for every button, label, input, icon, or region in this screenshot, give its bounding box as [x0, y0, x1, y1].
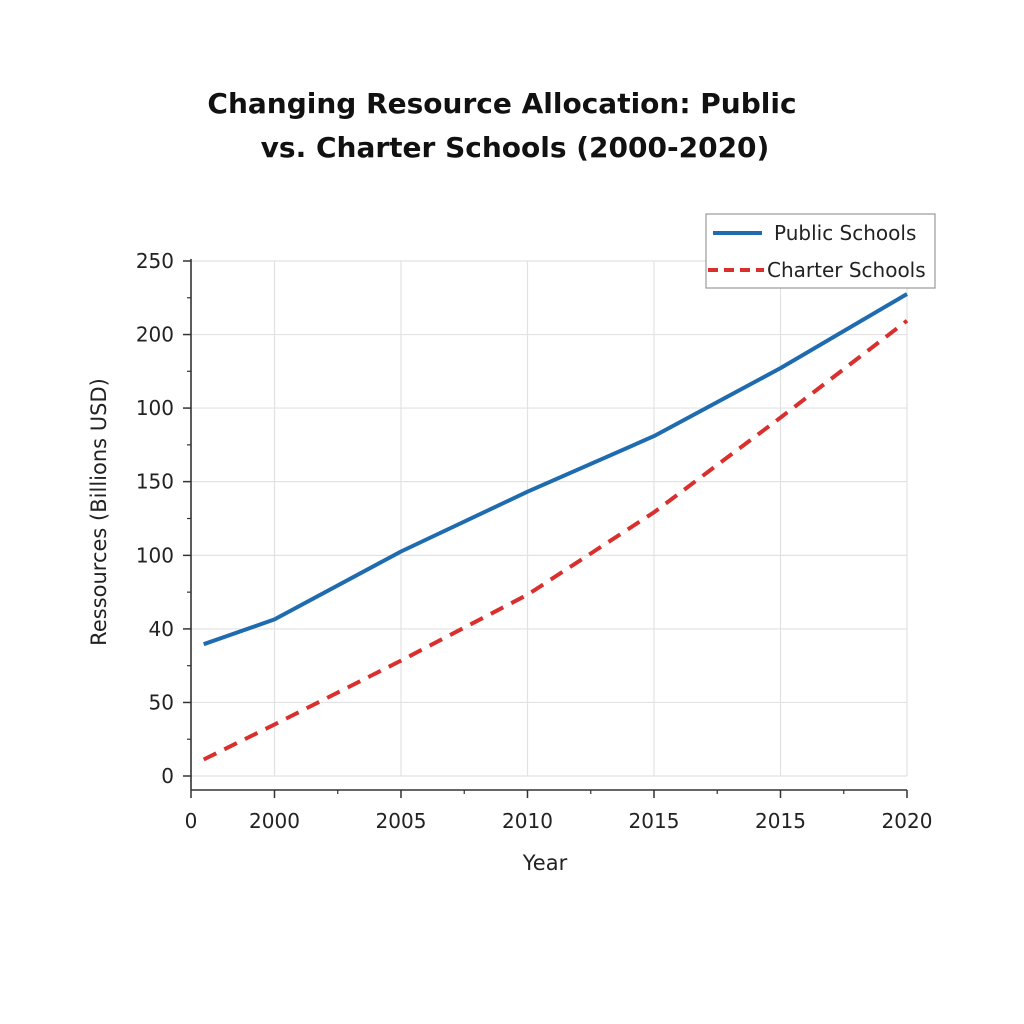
y-tick-label: 200 — [136, 323, 174, 347]
series-line-charter-schools — [202, 319, 909, 762]
x-axis-label: Year — [522, 851, 568, 875]
y-axis-ticks: 0 50 40 100 150 100 200 250 — [136, 249, 191, 788]
y-tick-label: 0 — [161, 764, 174, 788]
y-axis-label: Ressources (Billions USD) — [87, 378, 111, 646]
y-tick-label: 50 — [149, 690, 174, 714]
series-line-public-schools — [203, 292, 909, 647]
legend-box — [705, 213, 936, 289]
x-tick-label: 2010 — [502, 809, 553, 833]
x-tick-label: 0 — [185, 809, 198, 833]
y-tick-label: 150 — [136, 470, 174, 494]
legend-label-charter-schools: Charter Schools — [767, 258, 926, 282]
legend: Public Schools Charter Schools — [705, 213, 936, 289]
x-tick-label: 2015 — [629, 809, 680, 833]
chart-title-line-1: Changing Resource Allocation: Public — [207, 87, 797, 120]
y-tick-label: 100 — [136, 396, 174, 420]
series-lines — [202, 292, 909, 762]
legend-label-public-schools: Public Schools — [774, 221, 916, 245]
chart-title: Changing Resource Allocation: Public vs.… — [0, 82, 1004, 170]
y-tick-label: 100 — [136, 543, 174, 567]
x-tick-label: 2005 — [376, 809, 427, 833]
x-tick-label: 2015 — [755, 809, 806, 833]
x-tick-label: 2020 — [882, 809, 933, 833]
y-tick-label: 40 — [149, 617, 174, 641]
y-tick-label: 250 — [136, 249, 174, 273]
x-axis-ticks: 0 2000 2005 2010 2015 2015 2020 — [185, 790, 933, 833]
chart-title-line-2: vs. Charter Schools (2000-2020) — [260, 131, 770, 164]
axes — [190, 259, 907, 791]
grid-lines — [191, 260, 908, 777]
x-tick-label: 2000 — [249, 809, 300, 833]
